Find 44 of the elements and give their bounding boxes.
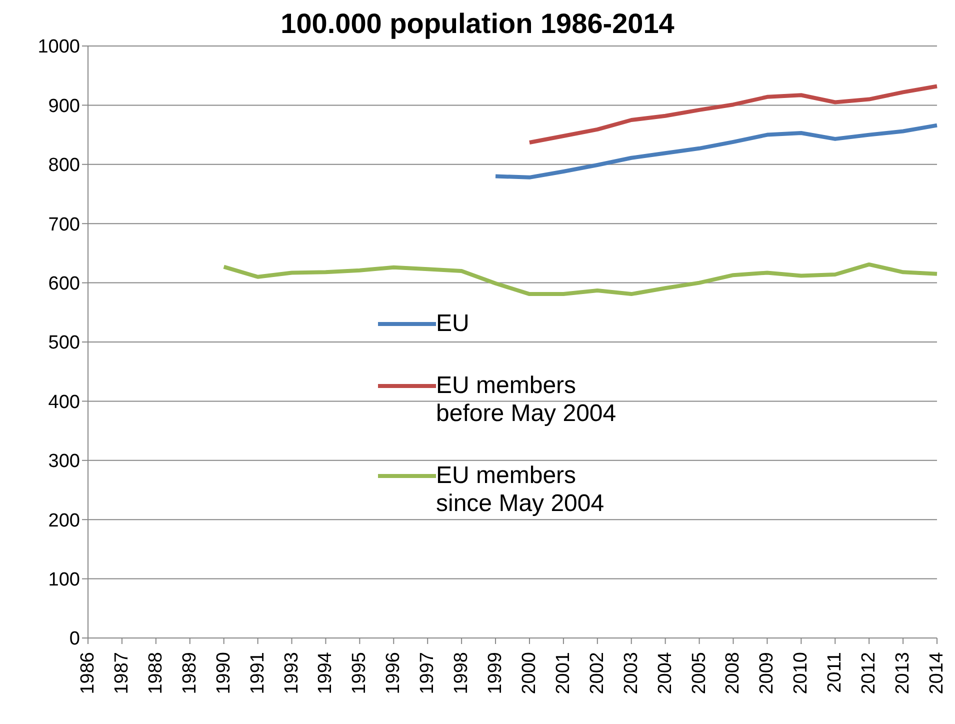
x-tick-label: 2010: [790, 652, 812, 694]
chart-title: 100.000 population 1986-2014: [280, 8, 674, 39]
line-series: [527, 84, 939, 144]
y-tick-label: 0: [69, 628, 80, 650]
x-tick-label: 2001: [552, 652, 574, 694]
x-tick-label: 2011: [824, 652, 846, 693]
x-tick-label: 1998: [451, 652, 472, 694]
x-tick-label: 1993: [281, 652, 302, 694]
legend-label: EU: [436, 310, 470, 338]
y-tick-label: 1000: [38, 36, 80, 58]
x-tick-label: 1987: [111, 652, 132, 694]
legend-label: EU members before May 2004: [436, 372, 618, 428]
y-tick-label: 300: [48, 451, 80, 472]
x-tick-label: 1990: [213, 652, 234, 694]
x-tick-label: 2012: [858, 652, 880, 694]
y-tick-label: 600: [48, 274, 80, 295]
y-tick-label: 700: [48, 214, 80, 236]
y-tick-label: 400: [48, 392, 80, 413]
x-tick-label: 2000: [518, 652, 540, 694]
x-tick-label: 2005: [688, 652, 710, 694]
y-tick-label: 500: [48, 332, 80, 354]
x-tick-label: 1991: [247, 652, 268, 694]
legend-label: EU members since May 2004: [436, 462, 606, 518]
x-tick-label: 1996: [383, 652, 404, 694]
x-tick-label: 1994: [315, 652, 336, 694]
y-tick-label: 800: [48, 155, 80, 176]
y-tick-label: 200: [48, 510, 80, 532]
x-tick-label: 1997: [417, 652, 438, 694]
line-series: [222, 262, 939, 296]
x-tick-label: 2003: [620, 652, 642, 694]
x-tick-label: 2004: [654, 652, 676, 694]
x-tick-label: 2008: [722, 652, 744, 694]
line-series: [494, 123, 939, 180]
x-tick-label: 2002: [586, 652, 608, 694]
x-tick-label: 1995: [349, 652, 370, 694]
x-tick-label: 2009: [756, 652, 778, 694]
x-tick-label: 1989: [179, 652, 200, 694]
x-tick-label: 1999: [485, 652, 506, 694]
x-tick-label: 2013: [892, 652, 914, 694]
y-tick-label: 900: [48, 96, 80, 117]
y-tick-label: 100: [48, 570, 80, 591]
x-tick-label: 1986: [78, 652, 98, 694]
x-tick-label: 2014: [926, 652, 948, 694]
x-tick-label: 1988: [145, 652, 166, 694]
